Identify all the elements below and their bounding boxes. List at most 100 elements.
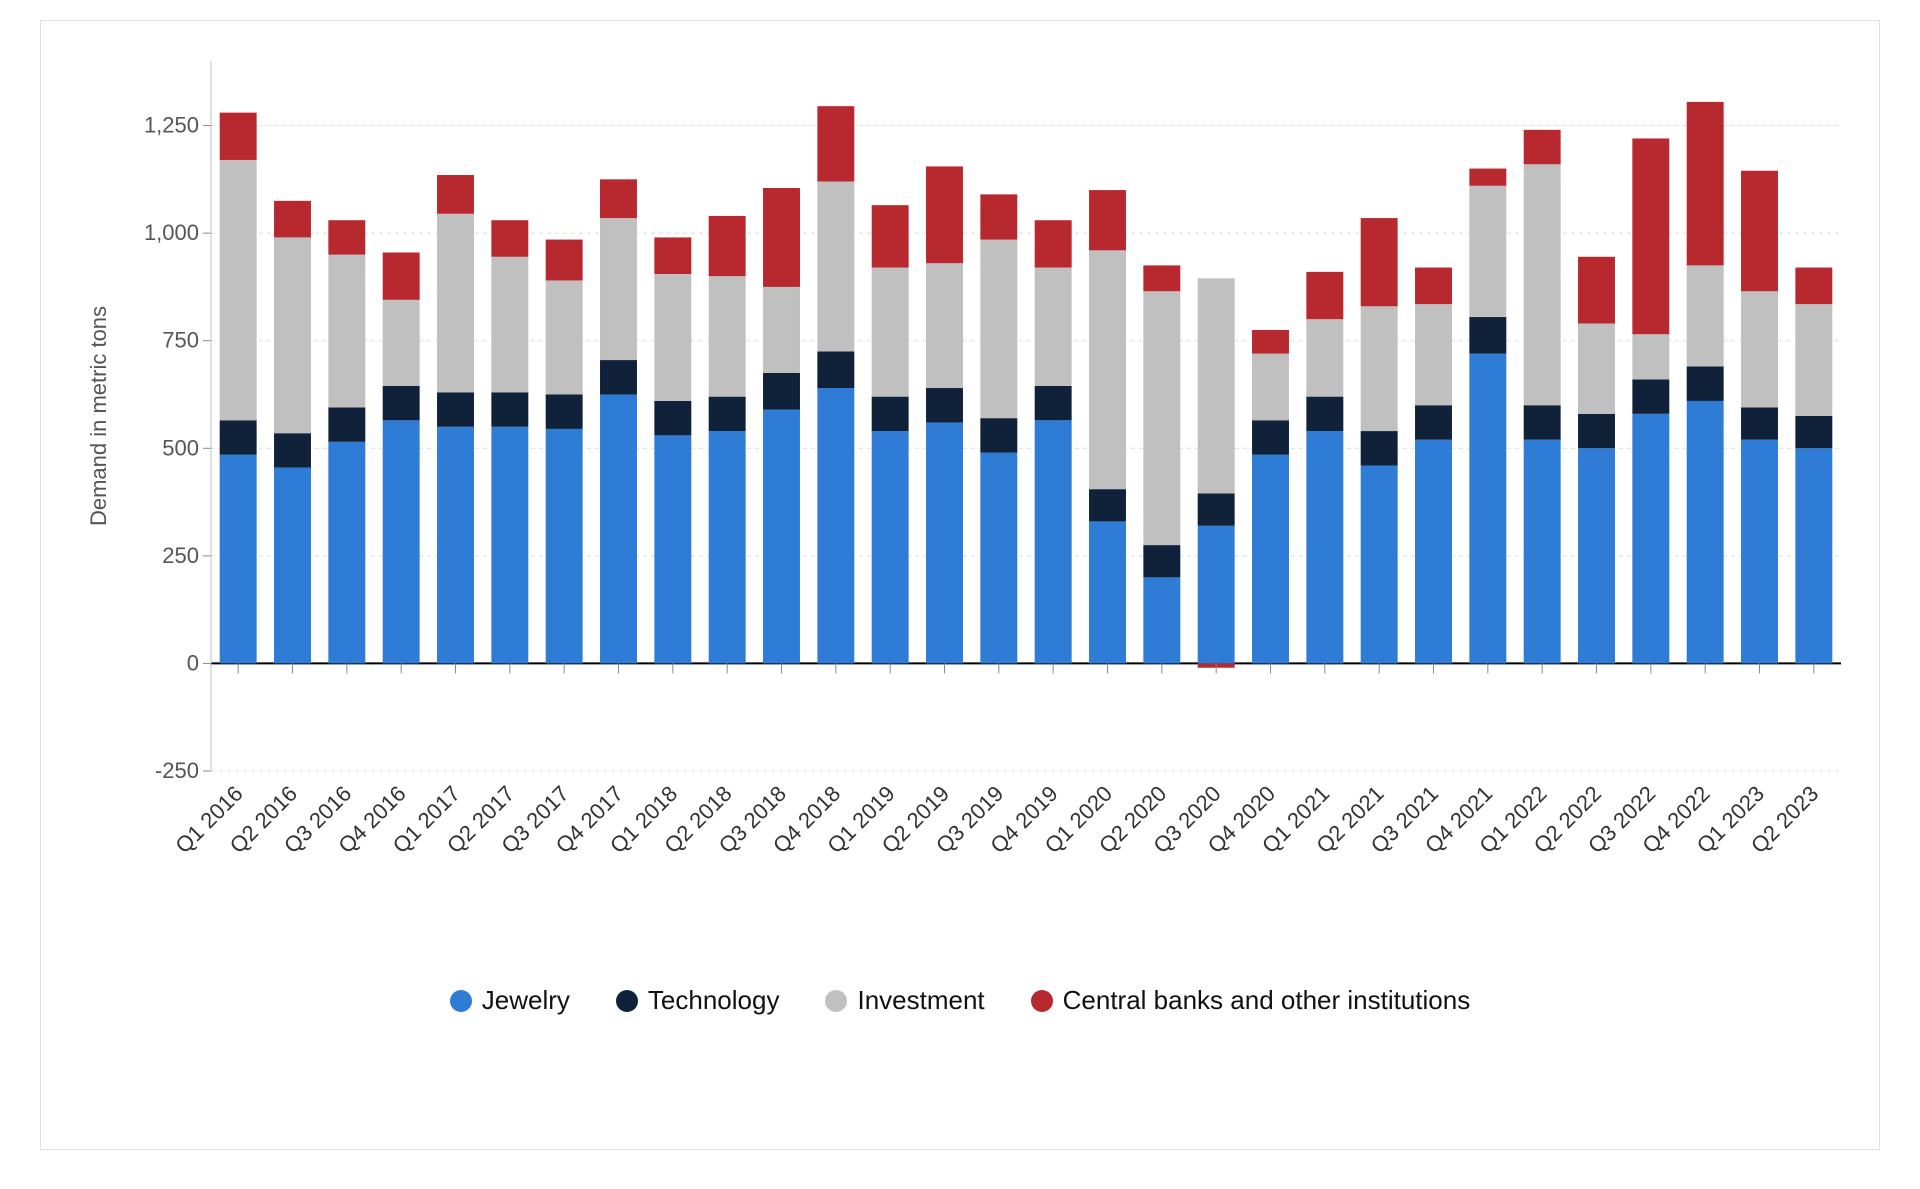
bar-segment <box>872 205 909 267</box>
bar-segment <box>763 287 800 373</box>
bar-segment <box>491 257 528 393</box>
bar-segment <box>1035 420 1072 663</box>
bar-segment <box>709 397 746 431</box>
legend-label: Central banks and other institutions <box>1063 985 1471 1016</box>
bar-segment <box>1524 440 1561 664</box>
legend-item[interactable]: Jewelry <box>450 985 570 1016</box>
bar-segment <box>546 240 583 281</box>
legend-swatch <box>1031 990 1053 1012</box>
bar-segment <box>1035 268 1072 386</box>
bar-segment <box>763 373 800 410</box>
bar-segment <box>1632 414 1669 664</box>
bar-segment <box>1524 405 1561 439</box>
bar-segment <box>437 427 474 664</box>
bar-segment <box>1687 401 1724 663</box>
bar-segment <box>1632 138 1669 334</box>
bar-segment <box>1632 334 1669 379</box>
bar-segment <box>1415 440 1452 664</box>
bar-segment <box>1578 323 1615 413</box>
bar-segment <box>546 394 583 428</box>
bar-segment <box>1361 306 1398 431</box>
bar-segment <box>328 407 365 441</box>
bar-segment <box>926 263 963 388</box>
bar-segment <box>1795 304 1832 416</box>
bar-segment <box>437 214 474 393</box>
bar-segment <box>220 113 257 160</box>
bar-segment <box>491 427 528 664</box>
bar-segment <box>763 188 800 287</box>
bar-segment <box>1632 379 1669 413</box>
bar-segment <box>1469 169 1506 186</box>
legend-item[interactable]: Investment <box>825 985 984 1016</box>
bar-segment <box>1089 250 1126 489</box>
bar-segment <box>1089 489 1126 521</box>
bar-segment <box>1143 291 1180 545</box>
bar-segment <box>654 274 691 401</box>
y-tick-label: 1,000 <box>144 220 199 245</box>
bar-segment <box>274 237 311 433</box>
bar-segment <box>1741 407 1778 439</box>
bar-segment <box>1252 354 1289 421</box>
bar-segment <box>1035 386 1072 420</box>
bar-segment <box>817 388 854 663</box>
y-tick-label: 750 <box>162 328 199 353</box>
bar-segment <box>1795 268 1832 305</box>
bar-segment <box>1089 521 1126 663</box>
bar-segment <box>1795 416 1832 448</box>
y-tick-label: 0 <box>187 650 199 675</box>
bar-segment <box>1795 448 1832 663</box>
y-tick-label: 1,250 <box>144 113 199 138</box>
bar-segment <box>1198 493 1235 525</box>
bar-segment <box>274 433 311 467</box>
legend-item[interactable]: Central banks and other institutions <box>1031 985 1471 1016</box>
bar-segment <box>328 255 365 408</box>
bar-segment <box>546 429 583 664</box>
bar-segment <box>1687 102 1724 266</box>
bar-segment <box>1143 577 1180 663</box>
bar-segment <box>220 420 257 454</box>
bar-segment <box>1252 455 1289 664</box>
bar-segment <box>1578 257 1615 324</box>
bar-segment <box>763 410 800 664</box>
bar-segment <box>1035 220 1072 267</box>
bar-segment <box>328 442 365 664</box>
bar-segment <box>1741 171 1778 291</box>
bar-segment <box>220 160 257 420</box>
bar-segment <box>872 268 909 397</box>
bar-segment <box>1415 304 1452 405</box>
bar-segment <box>1578 414 1615 448</box>
bar-segment <box>817 106 854 181</box>
bar-segment <box>1415 405 1452 439</box>
bar-segment <box>491 392 528 426</box>
bar-segment <box>1361 218 1398 306</box>
bar-segment <box>980 240 1017 419</box>
bar-segment <box>709 431 746 663</box>
legend-item[interactable]: Technology <box>616 985 780 1016</box>
bar-segment <box>1089 190 1126 250</box>
bar-segment <box>654 401 691 435</box>
bar-segment <box>709 276 746 396</box>
bar-segment <box>654 237 691 274</box>
bar-segment <box>1306 319 1343 396</box>
bar-segment <box>926 166 963 263</box>
bar-segment <box>600 179 637 218</box>
bar-segment <box>1524 164 1561 405</box>
bar-segment <box>328 220 365 254</box>
bar-segment <box>872 397 909 431</box>
bar-segment <box>274 201 311 238</box>
bar-segment <box>274 468 311 664</box>
bar-segment <box>1741 291 1778 407</box>
legend-swatch <box>450 990 472 1012</box>
bar-segment <box>1306 397 1343 431</box>
bar-segment <box>817 181 854 351</box>
bar-segment <box>383 300 420 386</box>
bar-segment <box>980 453 1017 664</box>
bar-segment <box>1578 448 1615 663</box>
bar-segment <box>1469 354 1506 664</box>
legend-label: Technology <box>648 985 780 1016</box>
legend-label: Investment <box>857 985 984 1016</box>
bar-segment <box>1361 431 1398 465</box>
bar-segment <box>1252 330 1289 354</box>
bar-segment <box>220 455 257 664</box>
bar-segment <box>1415 268 1452 305</box>
